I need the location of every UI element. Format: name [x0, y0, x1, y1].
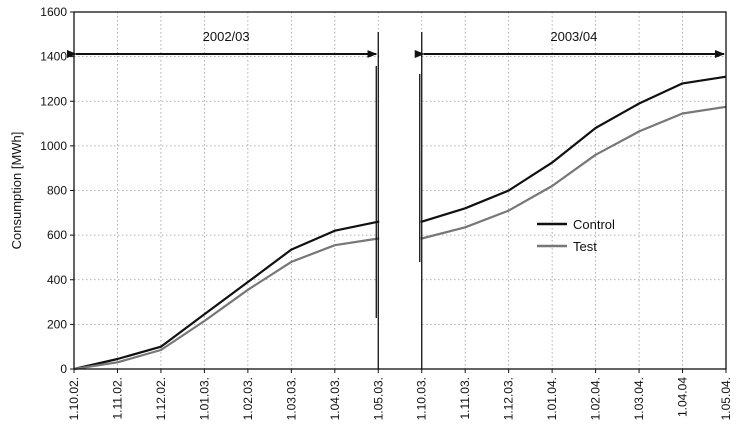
period-label-0: 2002/03	[203, 29, 250, 44]
x-tick-label: 1.01.03.	[197, 377, 211, 420]
axes: 0 200 400 600 800 1000 1200 1400 1600 1.10.02. 1.1…	[9, 5, 733, 420]
y-tick-label: 800	[47, 184, 67, 198]
x-tick-label: 1.11.02.	[110, 377, 124, 419]
plot-frame	[73, 11, 727, 370]
x-tick-label: 1.03.03.	[284, 377, 298, 420]
x-tick-label: 1.05.03.	[371, 377, 385, 420]
x-tick-label: 1.10.03.	[415, 377, 429, 420]
season-gap	[375, 13, 423, 369]
legend: Control Test	[537, 217, 615, 254]
legend-label-test: Test	[573, 239, 597, 254]
x-tick-label: 1.04.03.	[328, 377, 342, 420]
period-label-1: 2003/04	[550, 29, 597, 44]
period-annotations: 2002/03 2003/04	[67, 29, 725, 58]
x-tick-label: 1.01.04.	[545, 377, 559, 420]
x-tick-label: 1.04.04	[676, 377, 690, 417]
y-tick-label: 1600	[40, 5, 67, 19]
y-tick-label: 0	[60, 362, 67, 376]
x-tick-label: 1.12.03.	[502, 377, 516, 420]
x-tick-label: 1.02.04.	[589, 377, 603, 420]
y-tick-label: 600	[47, 228, 67, 242]
x-tick-label: 1.02.03.	[241, 377, 255, 420]
y-tick-label: 1400	[40, 50, 67, 64]
legend-label-control: Control	[573, 217, 615, 232]
y-tick-label: 400	[47, 273, 67, 287]
x-tick-label: 1.03.04.	[632, 377, 646, 420]
x-tick-label: 1.05.04.	[719, 377, 733, 420]
gap-mask	[379, 13, 421, 369]
y-tick-label: 200	[47, 317, 67, 331]
x-tick-label: 1.11.03.	[458, 377, 472, 419]
x-tick-label: 1.12.02.	[154, 377, 168, 420]
y-tick-label: 1200	[40, 94, 67, 108]
y-axis-title: Consumption [MWh]	[9, 132, 24, 250]
y-tick-label: 1000	[40, 139, 67, 153]
x-tick-label: 1.10.02.	[67, 377, 81, 420]
